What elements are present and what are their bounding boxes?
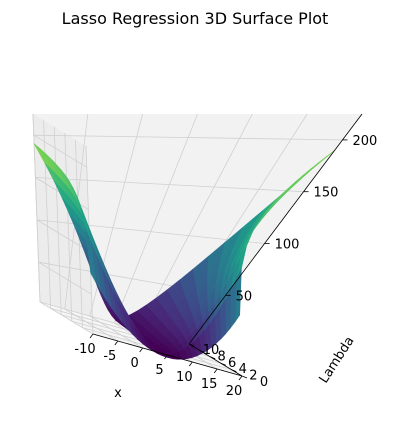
y-tick-label: 6 — [228, 356, 236, 371]
y-tick-mark — [210, 356, 216, 360]
chart-title: Lasso Regression 3D Surface Plot — [62, 9, 329, 28]
z-axis-line — [188, 113, 363, 345]
z-tick-label: 200 — [353, 134, 378, 149]
x-tick-mark — [114, 340, 119, 346]
x-tick-label: 10 — [176, 370, 193, 385]
z-tick-label: 150 — [314, 186, 339, 201]
x-tick-label: 20 — [226, 384, 243, 399]
z-gridline — [38, 261, 226, 296]
x-tick-label: 0 — [131, 356, 139, 371]
y-tick-mark — [241, 375, 248, 379]
y-tick-label: 10 — [203, 343, 220, 358]
x-tick-label: -5 — [103, 349, 116, 364]
x-tick-mark — [89, 333, 94, 339]
y-tick-mark — [199, 350, 205, 353]
y-tick-mark — [188, 343, 195, 347]
x-tick-mark — [213, 368, 218, 374]
z-tick-label: 100 — [275, 238, 300, 253]
x-tick-mark — [164, 354, 168, 360]
x-axis-label: x — [114, 386, 122, 401]
x-tick-mark — [189, 361, 193, 367]
z-gridline — [32, 134, 343, 168]
x-tick-label: 15 — [201, 377, 218, 392]
x-tick-mark — [238, 375, 243, 381]
y-tick-mark — [220, 362, 226, 366]
surface-mesh — [33, 143, 335, 360]
y-tick-label: 2 — [249, 369, 257, 384]
surface-facet — [85, 227, 97, 283]
z-tick-label: 50 — [236, 289, 253, 304]
back-pane — [33, 114, 362, 344]
z-axis-ticks: 50 100 150 200 — [225, 134, 378, 304]
y-tick-mark — [231, 369, 237, 372]
y-tick-label: 0 — [260, 375, 268, 390]
x-tick-mark — [139, 347, 143, 353]
x-axis-ticks: -10 -5 0 5 10 15 20 — [74, 333, 243, 399]
z-gridline — [36, 219, 265, 253]
x-tick-label: 5 — [155, 363, 163, 378]
y-axis-label: Lambda — [317, 334, 358, 386]
x-tick-label: -10 — [74, 342, 95, 357]
y-tick-label: 8 — [217, 349, 225, 364]
y-tick-label: 4 — [239, 362, 247, 377]
